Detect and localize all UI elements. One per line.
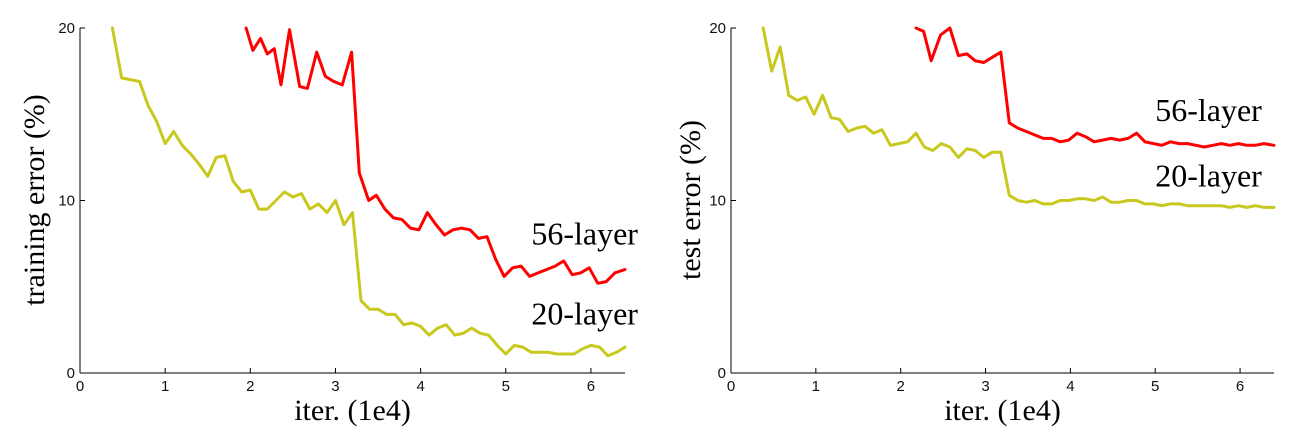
chart-1-y-tick-label: 10: [709, 193, 726, 210]
chart-1-x-tick-label: 4: [1066, 378, 1074, 395]
chart-training-error: 0 1 2 3 4 5 6 0 10 20 iter. (1e4) training error (%…: [18, 20, 638, 427]
chart-1-y-tick-label: 0: [718, 365, 726, 382]
chart-1-x-axis-label: iter. (1e4): [944, 394, 1061, 427]
chart-1-series-20-layer-line: [761, 26, 1276, 209]
chart-test-error: 0 1 2 3 4 5 6 0 10 20 iter. (1e4) test error (%) 56-…: [674, 20, 1276, 427]
chart-1-series-56-layer-line: [914, 26, 1276, 149]
chart-0-series-56-layer-label: 56-layer: [531, 215, 638, 251]
chart-1-y-axis-label: test error (%): [674, 120, 707, 280]
chart-1-x-tick-label: 3: [981, 378, 989, 395]
chart-0-x-tick-label: 5: [502, 378, 510, 395]
chart-0-x-tick-label: 6: [587, 378, 595, 395]
chart-0-x-tick-label: 1: [161, 378, 169, 395]
chart-0-y-tick-label: 0: [67, 365, 75, 382]
chart-0-y-axis-label: training error (%): [18, 94, 51, 306]
chart-0-series-20-layer-label: 20-layer: [531, 296, 638, 332]
chart-1-x-tick-label: 0: [727, 378, 735, 395]
chart-1-y-tick-label: 20: [709, 20, 726, 37]
chart-1-x-tick-label: 6: [1236, 378, 1244, 395]
chart-0-x-axis-label: iter. (1e4): [294, 394, 411, 427]
chart-0-y-tick-label: 10: [58, 193, 75, 210]
chart-0-series-20-layer-line: [110, 26, 627, 358]
chart-0-series-56-layer-line: [244, 26, 627, 285]
chart-0-x-tick-label: 2: [246, 378, 254, 395]
chart-0-x-tick-label: 3: [331, 378, 339, 395]
chart-1-x-tick-label: 1: [812, 378, 820, 395]
chart-1-x-tick-label: 2: [897, 378, 905, 395]
chart-0-y-tick-label: 20: [58, 20, 75, 37]
chart-1-x-tick-label: 5: [1151, 378, 1159, 395]
chart-0-x-tick-label: 4: [416, 378, 424, 395]
chart-1-series-56-layer-label: 56-layer: [1155, 92, 1262, 128]
chart-1-series-20-layer-label: 20-layer: [1155, 158, 1262, 194]
chart-0-x-tick-label: 0: [76, 378, 84, 395]
